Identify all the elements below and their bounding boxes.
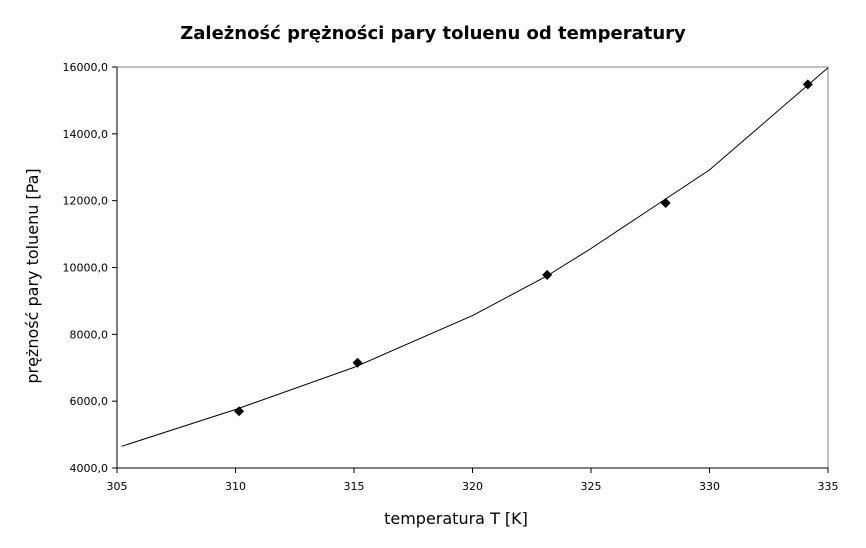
chart-title: Zależność prężności pary toluenu od temp…	[180, 23, 686, 44]
y-tick-label: 14000,0	[63, 128, 109, 141]
x-tick-label: 305	[107, 480, 128, 493]
x-tick-label: 330	[699, 480, 720, 493]
data-point-marker	[352, 357, 363, 368]
x-axis-ticks: 305 310 315 320 325 330 335	[107, 468, 839, 493]
x-tick-label: 315	[344, 480, 365, 493]
x-tick-label: 320	[462, 480, 483, 493]
y-tick-label: 10000,0	[63, 262, 109, 275]
data-point-marker	[234, 406, 245, 417]
y-tick-label: 8000,0	[70, 328, 109, 341]
data-point-marker	[542, 269, 553, 280]
x-tick-label: 325	[581, 480, 602, 493]
y-tick-label: 16000,0	[63, 61, 109, 74]
trend-line	[121, 67, 829, 447]
y-axis-label: prężność pary toluenu [Pa]	[23, 168, 42, 383]
x-tick-label: 335	[818, 480, 839, 493]
y-tick-label: 6000,0	[70, 395, 109, 408]
x-tick-label: 310	[225, 480, 246, 493]
y-tick-label: 4000,0	[70, 462, 109, 475]
x-axis-label: temperatura T [K]	[384, 509, 528, 528]
y-tick-label: 12000,0	[63, 195, 109, 208]
data-points	[234, 79, 813, 417]
data-point-marker	[660, 198, 671, 209]
y-axis-ticks: 4000,0 6000,0 8000,0 10000,0 12000,0 14000,0 1…	[63, 61, 117, 475]
data-point-marker	[802, 79, 813, 90]
